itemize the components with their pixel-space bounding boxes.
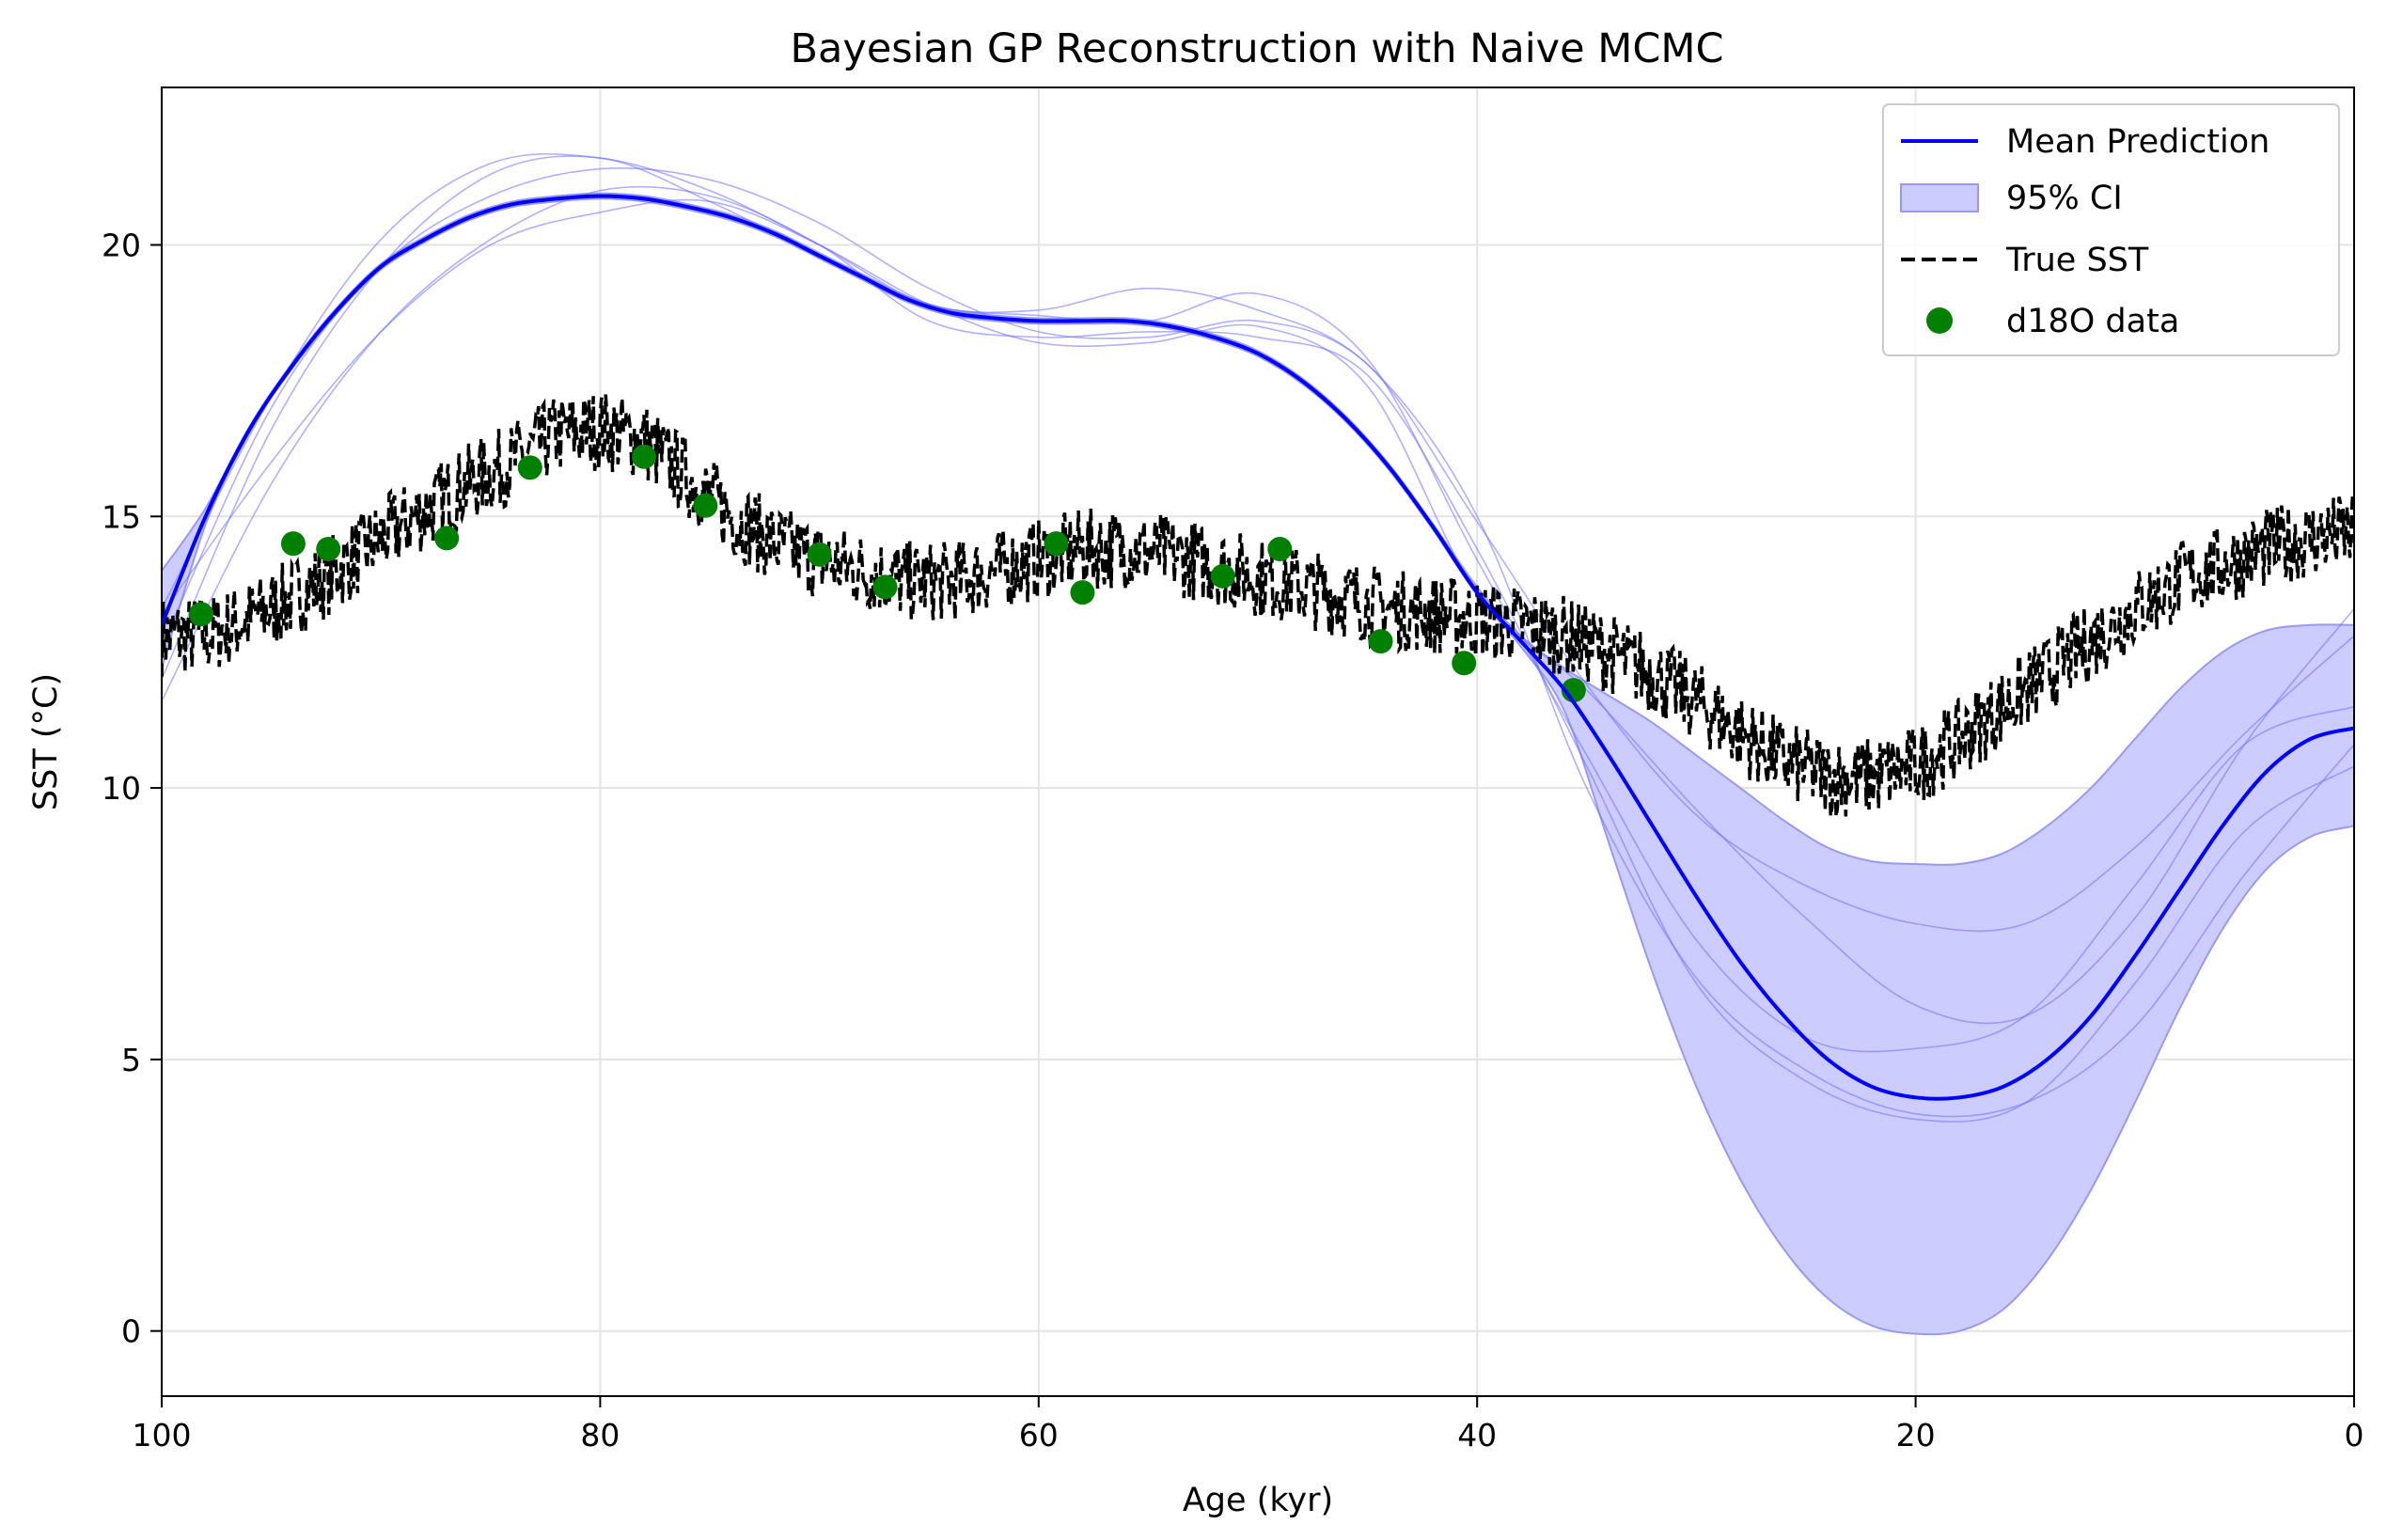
d18o-data-point — [872, 574, 898, 600]
d18o-data-point — [1070, 580, 1095, 605]
legend: Mean Prediction 95% CI True SST d18O dat… — [1882, 103, 2340, 356]
posterior-samples — [162, 152, 2354, 1123]
x-axis-label: Age (kyr) — [1183, 1482, 1333, 1519]
legend-ci-swatch — [1900, 183, 1979, 212]
d18o-data-point — [280, 531, 306, 557]
axes-frame — [161, 86, 2355, 1397]
true-sst-line — [162, 394, 2354, 818]
d18o-data-point — [1044, 531, 1069, 557]
posterior-sample-line — [162, 155, 2354, 1053]
d18o-data-point — [1267, 536, 1293, 561]
d18o-data-point — [316, 536, 341, 561]
legend-box — [1882, 103, 2340, 356]
posterior-sample-line — [162, 152, 2354, 1118]
d18o-data-point — [632, 444, 657, 469]
x-axis-ticks: 100 80 60 40 20 0 — [133, 1396, 2364, 1454]
y-tick-label: 5 — [121, 1042, 141, 1078]
posterior-sample-line — [162, 185, 2354, 1123]
mean-prediction-line — [162, 194, 2354, 1101]
x-tick-label: 40 — [1457, 1417, 1497, 1454]
x-tick-label: 0 — [2345, 1417, 2364, 1454]
plot-area — [162, 152, 2354, 1336]
posterior-sample-line — [162, 198, 2354, 1025]
d18o-data-point — [1210, 563, 1235, 589]
d18o-data-point — [517, 455, 542, 480]
legend-true-label: True SST — [2005, 242, 2149, 279]
y-tick-label: 0 — [121, 1313, 141, 1350]
legend-mean-label: Mean Prediction — [2006, 123, 2269, 161]
y-axis-ticks: 0 5 10 15 20 — [102, 228, 162, 1350]
d18o-data-point — [693, 493, 718, 518]
x-tick-label: 100 — [133, 1417, 192, 1454]
x-tick-label: 80 — [580, 1417, 620, 1454]
legend-data-label: d18O data — [2006, 303, 2179, 340]
y-tick-label: 10 — [102, 770, 141, 807]
y-axis-label: SST (°C) — [27, 673, 65, 810]
x-tick-label: 20 — [1896, 1417, 1936, 1454]
d18o-data-point — [807, 542, 832, 567]
d18o-data-point — [1452, 651, 1477, 676]
y-tick-label: 20 — [102, 228, 141, 264]
d18o-data-point — [434, 526, 460, 551]
x-tick-label: 60 — [1019, 1417, 1059, 1454]
chart-title: Bayesian GP Reconstruction with Naive MC… — [791, 25, 1724, 72]
d18o-data-point — [1368, 629, 1393, 654]
y-tick-label: 15 — [102, 498, 141, 535]
posterior-sample-line — [162, 167, 2354, 933]
legend-ci-label: 95% CI — [2006, 180, 2123, 217]
d18o-data-point — [188, 602, 213, 627]
d18o-data-points — [188, 444, 1586, 703]
legend-data-swatch — [1926, 307, 1953, 334]
